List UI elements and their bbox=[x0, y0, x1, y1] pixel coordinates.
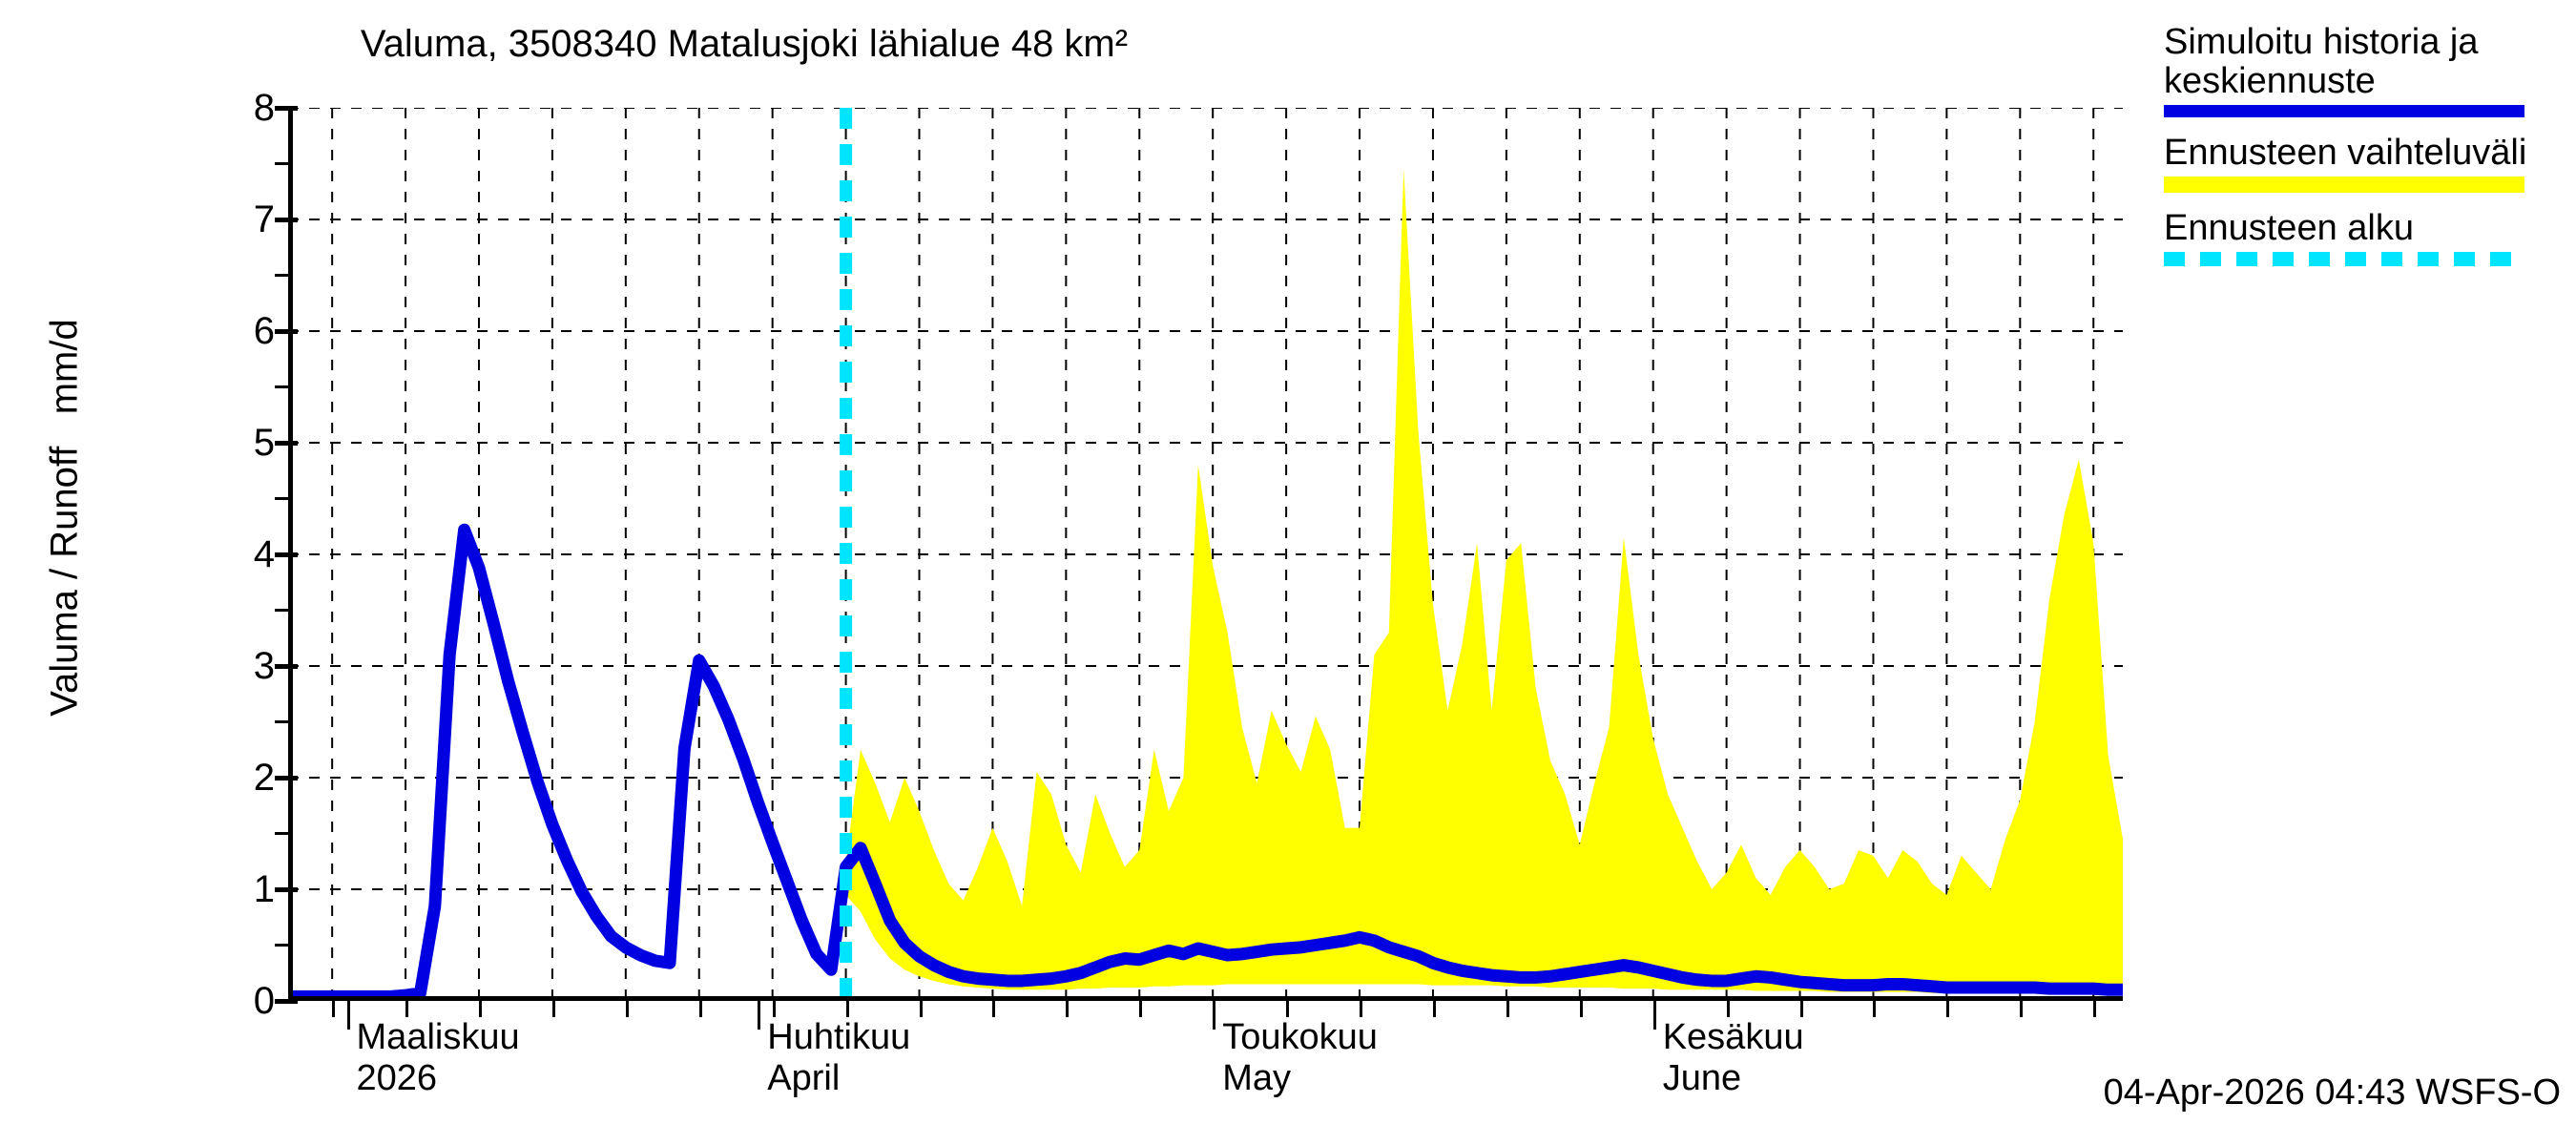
x-tick-mark-major bbox=[1213, 1001, 1216, 1030]
x-tick-mark bbox=[478, 1001, 482, 1017]
y-tick-mark-minor bbox=[275, 273, 288, 277]
x-tick-mark bbox=[2020, 1001, 2024, 1017]
page-title: Valuma, 3508340 Matalusjoki lähialue 48 … bbox=[360, 23, 1129, 65]
y-tick-label: 8 bbox=[253, 87, 275, 129]
x-tick-mark bbox=[1799, 1001, 1803, 1017]
y-tick-label: 7 bbox=[253, 198, 275, 240]
y-tick-mark bbox=[275, 218, 298, 222]
y-tick-mark bbox=[275, 776, 298, 781]
legend-swatch-mean-forecast bbox=[2164, 105, 2524, 118]
footer-timestamp: 04-Apr-2026 04:43 WSFS-O bbox=[2103, 1072, 2561, 1113]
plot-area bbox=[288, 108, 2123, 1030]
x-axis-month-label-en: June bbox=[1662, 1057, 1742, 1098]
y-tick-label: 5 bbox=[253, 422, 275, 464]
y-tick-label: 1 bbox=[253, 868, 275, 910]
legend-swatch-forecast-start bbox=[2164, 252, 2524, 267]
x-tick-mark bbox=[1360, 1001, 1363, 1017]
x-tick-mark-major bbox=[1652, 1001, 1656, 1030]
plot-frame bbox=[288, 108, 2123, 1001]
x-tick-mark bbox=[1873, 1001, 1877, 1017]
chart-legend: Simuloitu historia ja keskiennuste Ennus… bbox=[2164, 22, 2565, 282]
x-tick-mark bbox=[551, 1001, 555, 1017]
y-tick-mark-minor bbox=[275, 719, 288, 723]
x-tick-mark bbox=[332, 1001, 336, 1017]
x-tick-mark bbox=[919, 1001, 923, 1017]
x-axis-month-label-fi: Maaliskuu bbox=[356, 1017, 520, 1057]
y-tick-mark bbox=[275, 106, 298, 111]
legend-label-forecast-range: Ennusteen vaihteluväli bbox=[2164, 133, 2527, 174]
x-tick-mark bbox=[1726, 1001, 1730, 1017]
x-axis-month-label-fi: Toukokuu bbox=[1222, 1017, 1378, 1057]
legend-item-mean-forecast: Simuloitu historia ja keskiennuste bbox=[2164, 22, 2565, 118]
y-tick-mark-minor bbox=[275, 496, 288, 500]
x-tick-mark bbox=[625, 1001, 629, 1017]
x-tick-mark bbox=[1286, 1001, 1290, 1017]
x-tick-mark bbox=[698, 1001, 702, 1017]
legend-swatch-forecast-range bbox=[2164, 177, 2524, 194]
y-tick-label: 3 bbox=[253, 645, 275, 687]
x-tick-mark-major bbox=[346, 1001, 350, 1030]
x-tick-mark bbox=[772, 1001, 776, 1017]
y-tick-mark bbox=[275, 329, 298, 334]
legend-label-mean-forecast: Simuloitu historia ja keskiennuste bbox=[2164, 22, 2479, 102]
legend-label-forecast-start: Ennusteen alku bbox=[2164, 208, 2414, 249]
x-axis-month-label: Maaliskuu 2026 bbox=[357, 1017, 520, 1098]
y-tick-mark bbox=[275, 999, 298, 1004]
x-axis-month-label: Kesäkuu June bbox=[1663, 1017, 1804, 1098]
y-tick-mark bbox=[275, 887, 298, 892]
x-axis-month-label: Toukokuu May bbox=[1222, 1017, 1378, 1098]
y-axis-ticks: 0 1 2 3 4 5 6 7 8 bbox=[170, 89, 298, 1020]
y-tick-mark-minor bbox=[275, 608, 288, 612]
x-axis-month-label-en: May bbox=[1222, 1057, 1291, 1098]
legend-item-forecast-start: Ennusteen alku bbox=[2164, 208, 2565, 267]
x-tick-mark bbox=[1066, 1001, 1070, 1017]
y-tick-mark bbox=[275, 664, 298, 669]
x-axis-month-label: Huhtikuu April bbox=[767, 1017, 910, 1098]
x-tick-mark bbox=[845, 1001, 849, 1017]
x-axis-month-label-fi: Huhtikuu bbox=[767, 1017, 911, 1057]
y-axis-label: Valuma / Runoff mm/d bbox=[43, 319, 86, 717]
y-tick-mark bbox=[275, 552, 298, 557]
y-tick-mark bbox=[275, 441, 298, 446]
x-tick-mark bbox=[405, 1001, 409, 1017]
x-tick-mark bbox=[1506, 1001, 1509, 1017]
x-tick-mark bbox=[1432, 1001, 1436, 1017]
y-tick-mark-minor bbox=[275, 161, 288, 165]
y-tick-label: 4 bbox=[253, 533, 275, 575]
x-tick-mark bbox=[1579, 1001, 1583, 1017]
x-tick-mark bbox=[992, 1001, 996, 1017]
y-tick-mark-minor bbox=[275, 943, 288, 947]
x-tick-mark bbox=[2093, 1001, 2097, 1017]
x-tick-mark bbox=[1946, 1001, 1950, 1017]
legend-item-forecast-range: Ennusteen vaihteluväli bbox=[2164, 133, 2565, 194]
x-axis-month-label-en: 2026 bbox=[356, 1057, 438, 1098]
y-tick-label: 2 bbox=[253, 757, 275, 799]
x-axis-month-label-en: April bbox=[767, 1057, 841, 1098]
y-tick-label: 0 bbox=[253, 980, 275, 1022]
x-axis-month-label-fi: Kesäkuu bbox=[1662, 1017, 1804, 1057]
y-tick-label: 6 bbox=[253, 310, 275, 352]
x-tick-mark bbox=[1139, 1001, 1143, 1017]
chart-canvas bbox=[288, 108, 2123, 1001]
y-tick-mark-minor bbox=[275, 831, 288, 835]
y-tick-mark-minor bbox=[275, 385, 288, 388]
x-tick-mark-major bbox=[758, 1001, 761, 1030]
